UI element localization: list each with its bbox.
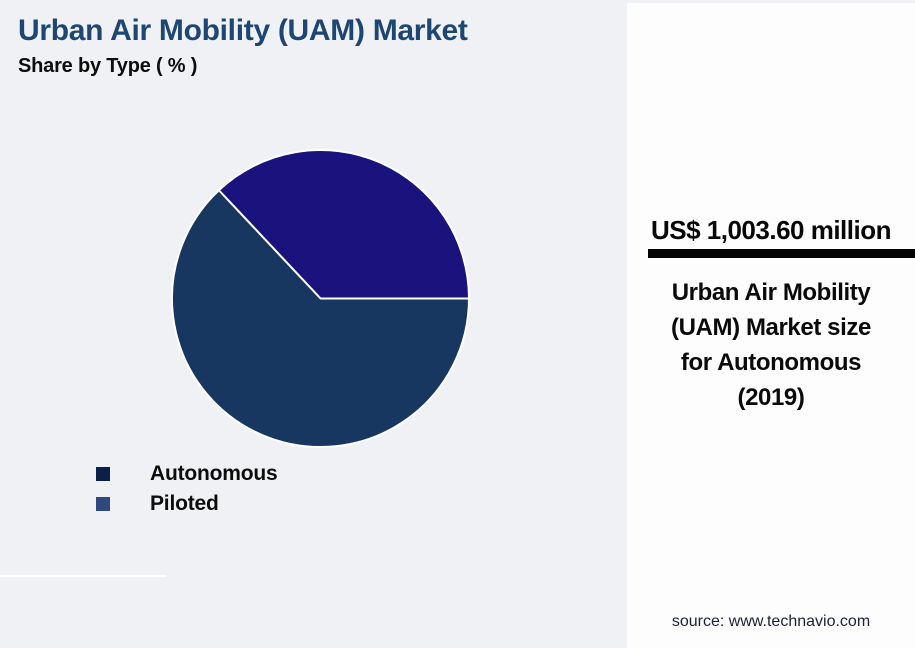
highlight-panel: US$ 1,003.60 million Urban Air Mobility …	[627, 3, 915, 648]
pie-chart-svg	[171, 149, 470, 448]
legend-label-autonomous: Autonomous	[150, 462, 278, 485]
market-description: Urban Air Mobility (UAM) Market size for…	[671, 279, 871, 411]
legend-item-piloted: Piloted	[96, 489, 277, 519]
page-title: Urban Air Mobility (UAM) Market	[18, 14, 468, 47]
pie-slice-autonomous	[217, 149, 470, 300]
left-divider-line	[0, 575, 166, 577]
legend-item-autonomous: Autonomous	[96, 459, 278, 489]
legend-label-piloted: Piloted	[150, 492, 219, 515]
source-credit: source: www.technavio.com	[671, 613, 871, 630]
market-value: US$ 1,003.60 million	[650, 215, 892, 245]
legend-marker-piloted	[96, 497, 110, 511]
legend-marker-autonomous	[96, 467, 110, 481]
pie-slice-piloted	[171, 189, 470, 448]
chart-legend: Autonomous Piloted	[96, 459, 278, 519]
header: Urban Air Mobility (UAM) Market Share by…	[18, 14, 578, 78]
divider-bar	[648, 249, 915, 258]
pie-chart	[170, 148, 471, 449]
page-subtitle: Share by Type ( % )	[18, 55, 198, 77]
